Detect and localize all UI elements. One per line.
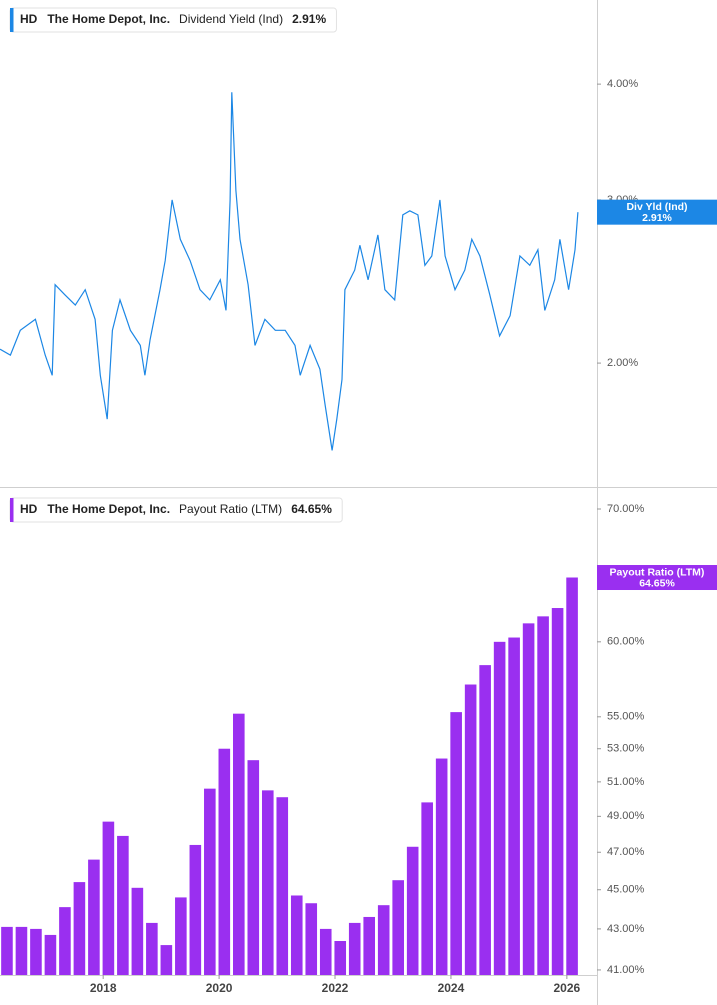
y-tick-label: 60.00%: [607, 636, 645, 648]
bar: [117, 835, 129, 975]
yield-line: [0, 92, 579, 451]
bar: [450, 712, 462, 975]
bar: [392, 880, 404, 975]
legend-text: HD The Home Depot, Inc. Payout Ratio (LTM)…: [20, 502, 332, 516]
bar: [247, 760, 260, 975]
bar: [189, 844, 202, 975]
legend-value: 2.91%: [292, 12, 326, 26]
tag-series-name: Payout Ratio (LTM): [610, 566, 705, 578]
y-tick-label: 47.00%: [607, 846, 645, 858]
bar: [377, 905, 390, 975]
y-tick-label: 43.00%: [607, 923, 645, 935]
bar: [160, 945, 173, 975]
legend-series-name: Payout Ratio (LTM): [179, 502, 282, 516]
bar: [218, 748, 231, 975]
bar: [233, 713, 245, 975]
legend-company: The Home Depot, Inc.: [47, 12, 170, 26]
legend-text: HD The Home Depot, Inc. Dividend Yield (In…: [20, 12, 326, 26]
bar: [406, 846, 419, 975]
x-tick-label: 2020: [206, 981, 233, 995]
bar: [305, 903, 318, 975]
legend-ticker: HD: [20, 502, 38, 516]
bar: [261, 790, 274, 975]
bar: [566, 577, 578, 975]
bar: [88, 859, 100, 975]
legend-color-bar: [10, 498, 14, 522]
last-value-tag: [597, 199, 717, 225]
y-tick-label: 45.00%: [607, 884, 645, 896]
bar: [1, 926, 13, 975]
bar: [551, 608, 564, 975]
y-tick-label: 51.00%: [607, 776, 645, 788]
legend-ticker: HD: [20, 12, 38, 26]
bar: [493, 641, 506, 975]
bar: [102, 821, 115, 975]
legend-value: 64.65%: [291, 502, 332, 516]
tag-value: 64.65%: [639, 577, 675, 589]
bar: [508, 637, 520, 975]
bar: [131, 887, 144, 975]
bar: [276, 797, 289, 975]
x-tick-label: 2022: [322, 981, 349, 995]
bar: [522, 623, 535, 975]
bar: [435, 758, 448, 975]
bar: [146, 922, 158, 975]
bar: [421, 802, 433, 975]
bar: [290, 895, 303, 975]
x-tick-label: 2018: [90, 981, 117, 995]
bar: [204, 788, 216, 975]
bar: [30, 928, 42, 975]
x-tick-label: 2024: [438, 981, 465, 995]
bar: [319, 928, 332, 975]
tag-value: 2.91%: [642, 212, 672, 224]
y-tick-label: 2.00%: [607, 357, 638, 369]
y-tick-label: 4.00%: [607, 78, 638, 90]
bar: [363, 916, 376, 975]
last-value-tag: [597, 565, 717, 591]
bar: [464, 684, 477, 975]
legend-color-bar: [10, 8, 14, 32]
bar: [15, 926, 28, 975]
y-tick-label: 55.00%: [607, 711, 645, 723]
bar: [73, 882, 86, 975]
bar: [479, 665, 491, 975]
bar: [175, 897, 187, 975]
x-tick-label: 2026: [554, 981, 581, 995]
bar: [44, 934, 57, 975]
bar: [537, 616, 549, 975]
tag-series-name: Div Yld (Ind): [626, 201, 687, 213]
legend-series-name: Dividend Yield (Ind): [179, 12, 283, 26]
y-tick-label: 53.00%: [607, 743, 645, 755]
bar: [348, 922, 361, 975]
y-tick-label: 70.00%: [607, 503, 645, 515]
y-tick-label: 41.00%: [607, 964, 645, 976]
legend-company: The Home Depot, Inc.: [47, 502, 170, 516]
y-tick-label: 49.00%: [607, 810, 645, 822]
bar: [59, 907, 71, 975]
bar: [334, 941, 347, 975]
